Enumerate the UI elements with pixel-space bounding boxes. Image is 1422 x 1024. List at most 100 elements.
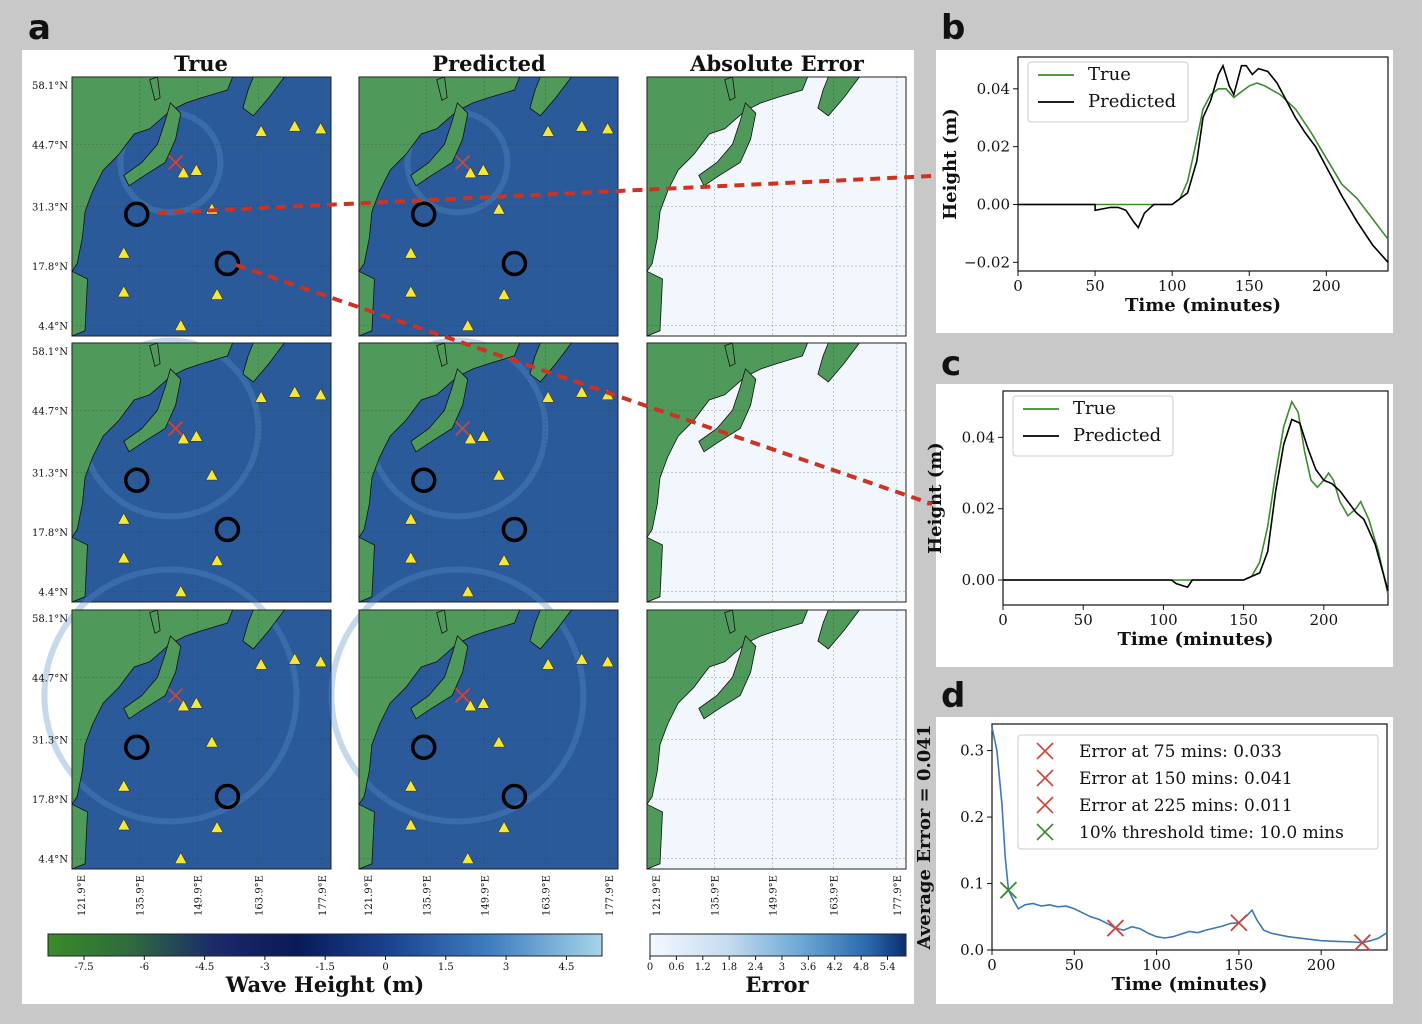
land-mass <box>646 609 809 806</box>
land-mass <box>71 609 234 806</box>
station-marker <box>575 652 589 665</box>
wave-colorbar-tick-label: -4.5 <box>195 962 214 973</box>
station-marker <box>117 246 131 259</box>
station-marker <box>461 852 475 864</box>
error-colorbar <box>649 933 907 957</box>
station-marker <box>176 166 190 179</box>
legend-label-predicted: Predicted <box>1073 425 1161 446</box>
legend-label: Error at 75 mins: 0.033 <box>1079 742 1282 762</box>
land-mass <box>724 76 736 101</box>
highlighted-station-circle <box>214 250 241 277</box>
error-marker <box>1353 934 1371 952</box>
station-marker <box>575 385 589 398</box>
y-tick-label: 0.00 <box>962 571 995 589</box>
lon-tick-label: 121.9°E <box>652 875 663 916</box>
station-marker <box>541 390 555 403</box>
station-marker <box>176 432 190 445</box>
land-mass <box>358 270 375 337</box>
x-tick-label: 50 <box>1086 277 1105 295</box>
legend-marker <box>1036 769 1054 787</box>
legend-label: 10% threshold time: 10.0 mins <box>1079 823 1344 843</box>
lat-tick-label: 58.1°N <box>32 614 68 625</box>
land-mass <box>123 102 182 187</box>
chart-d: 0 50 100 150 200 0.0 0.1 0.2 0.3 Time (minutes) Av… <box>914 723 1388 995</box>
map-cell <box>646 76 907 337</box>
lat-tick-label: 44.7°N <box>32 673 68 684</box>
error-colorbar-tick-label: 4.8 <box>853 962 869 973</box>
station-marker <box>476 696 490 709</box>
connector-station-2 <box>235 263 933 506</box>
series-line-true <box>1018 82 1389 240</box>
land-mass <box>817 609 861 650</box>
lon-tick-label: 149.9°E <box>481 875 492 916</box>
error-colorbar-tick-label: 4.2 <box>827 962 843 973</box>
lon-tick-label: 163.9°E <box>829 875 840 916</box>
lat-tick-label: 4.4°N <box>38 855 68 866</box>
y-tick-label: 0.3 <box>960 742 984 760</box>
lon-tick-label: 135.9°E <box>135 875 146 916</box>
legend-label-predicted: Predicted <box>1088 91 1176 112</box>
lat-tick-label: 44.7°N <box>32 406 68 417</box>
error-colorbar-tick-label: 1.2 <box>695 962 711 973</box>
map-grid: 58.1°N 44.7°N 31.3°N 17.8°N 4.4°N 58.1°N 44.7°… <box>32 76 907 916</box>
lon-tick-label: 121.9°E <box>77 875 88 916</box>
y-tick-label: 0.02 <box>962 500 995 518</box>
station-marker <box>288 119 302 132</box>
error-colorbar-tick-label: 3 <box>779 962 785 973</box>
station-marker <box>601 655 615 668</box>
panel-label-d: d <box>941 676 966 716</box>
legend-box <box>1012 395 1174 457</box>
station-marker <box>254 657 268 670</box>
land-mass <box>71 803 88 870</box>
panel-label-c: c <box>941 344 962 384</box>
legend-marker <box>1036 742 1054 760</box>
land-mass <box>436 342 448 367</box>
lat-tick-label: 31.3°N <box>32 736 68 747</box>
land-mass <box>71 536 88 603</box>
wave-colorbar-tick-label: 0 <box>382 962 388 973</box>
error-colorbar-tick-label: 2.4 <box>748 962 764 973</box>
col-title-error: Absolute Error <box>689 51 865 76</box>
y-axis-label: Average Error = 0.041 <box>914 725 935 951</box>
x-axis-label: Time (minutes) <box>1125 295 1281 316</box>
wave-colorbar-ticks: -7.5 -6 -4.5 -3 -1.5 0 1.5 3 4.5 <box>74 956 574 973</box>
x-tick-label: 0 <box>1013 277 1023 295</box>
station-marker <box>404 779 418 792</box>
station-marker <box>189 696 203 709</box>
wave-colorbar-tick-label: 3 <box>503 962 509 973</box>
station-marker <box>575 119 589 132</box>
land-mass <box>646 76 809 273</box>
land-mass <box>123 635 182 720</box>
y-tick-label: 0.02 <box>977 138 1010 156</box>
station-marker <box>476 429 490 442</box>
legend-marker <box>1036 796 1054 814</box>
connector-station-1 <box>156 174 933 215</box>
wave-colorbar-tick-label: 4.5 <box>558 962 574 973</box>
land-mass <box>817 76 861 117</box>
land-mass <box>724 342 736 367</box>
station-marker <box>476 163 490 176</box>
station-marker <box>463 699 477 712</box>
highlighted-station-circle <box>501 783 528 810</box>
highlighted-station-circle <box>411 201 437 228</box>
legend-box <box>1027 61 1189 123</box>
x-axis-label: Time (minutes) <box>1112 974 1268 995</box>
station-marker <box>176 699 190 712</box>
epicenter-marker <box>454 687 471 704</box>
station-marker <box>497 288 511 300</box>
epicenter-marker <box>454 154 471 171</box>
chart-b: 0 50 100 150 200 −0.02 0.00 0.02 0.04 Time (minut… <box>940 56 1389 316</box>
y-tick-label: 0.04 <box>962 428 995 446</box>
error-marker <box>1230 914 1248 932</box>
land-mass <box>529 76 573 117</box>
y-tick-label: 0.1 <box>960 875 984 893</box>
station-marker <box>210 288 224 300</box>
land-mass <box>71 342 234 539</box>
lon-tick-label: 177.9°E <box>318 875 329 916</box>
station-marker <box>461 585 475 597</box>
panel-label-a: a <box>28 8 51 48</box>
station-marker <box>601 122 615 135</box>
land-mass <box>149 342 161 367</box>
x-tick-label: 200 <box>1310 611 1339 629</box>
epicenter-marker <box>167 154 184 171</box>
